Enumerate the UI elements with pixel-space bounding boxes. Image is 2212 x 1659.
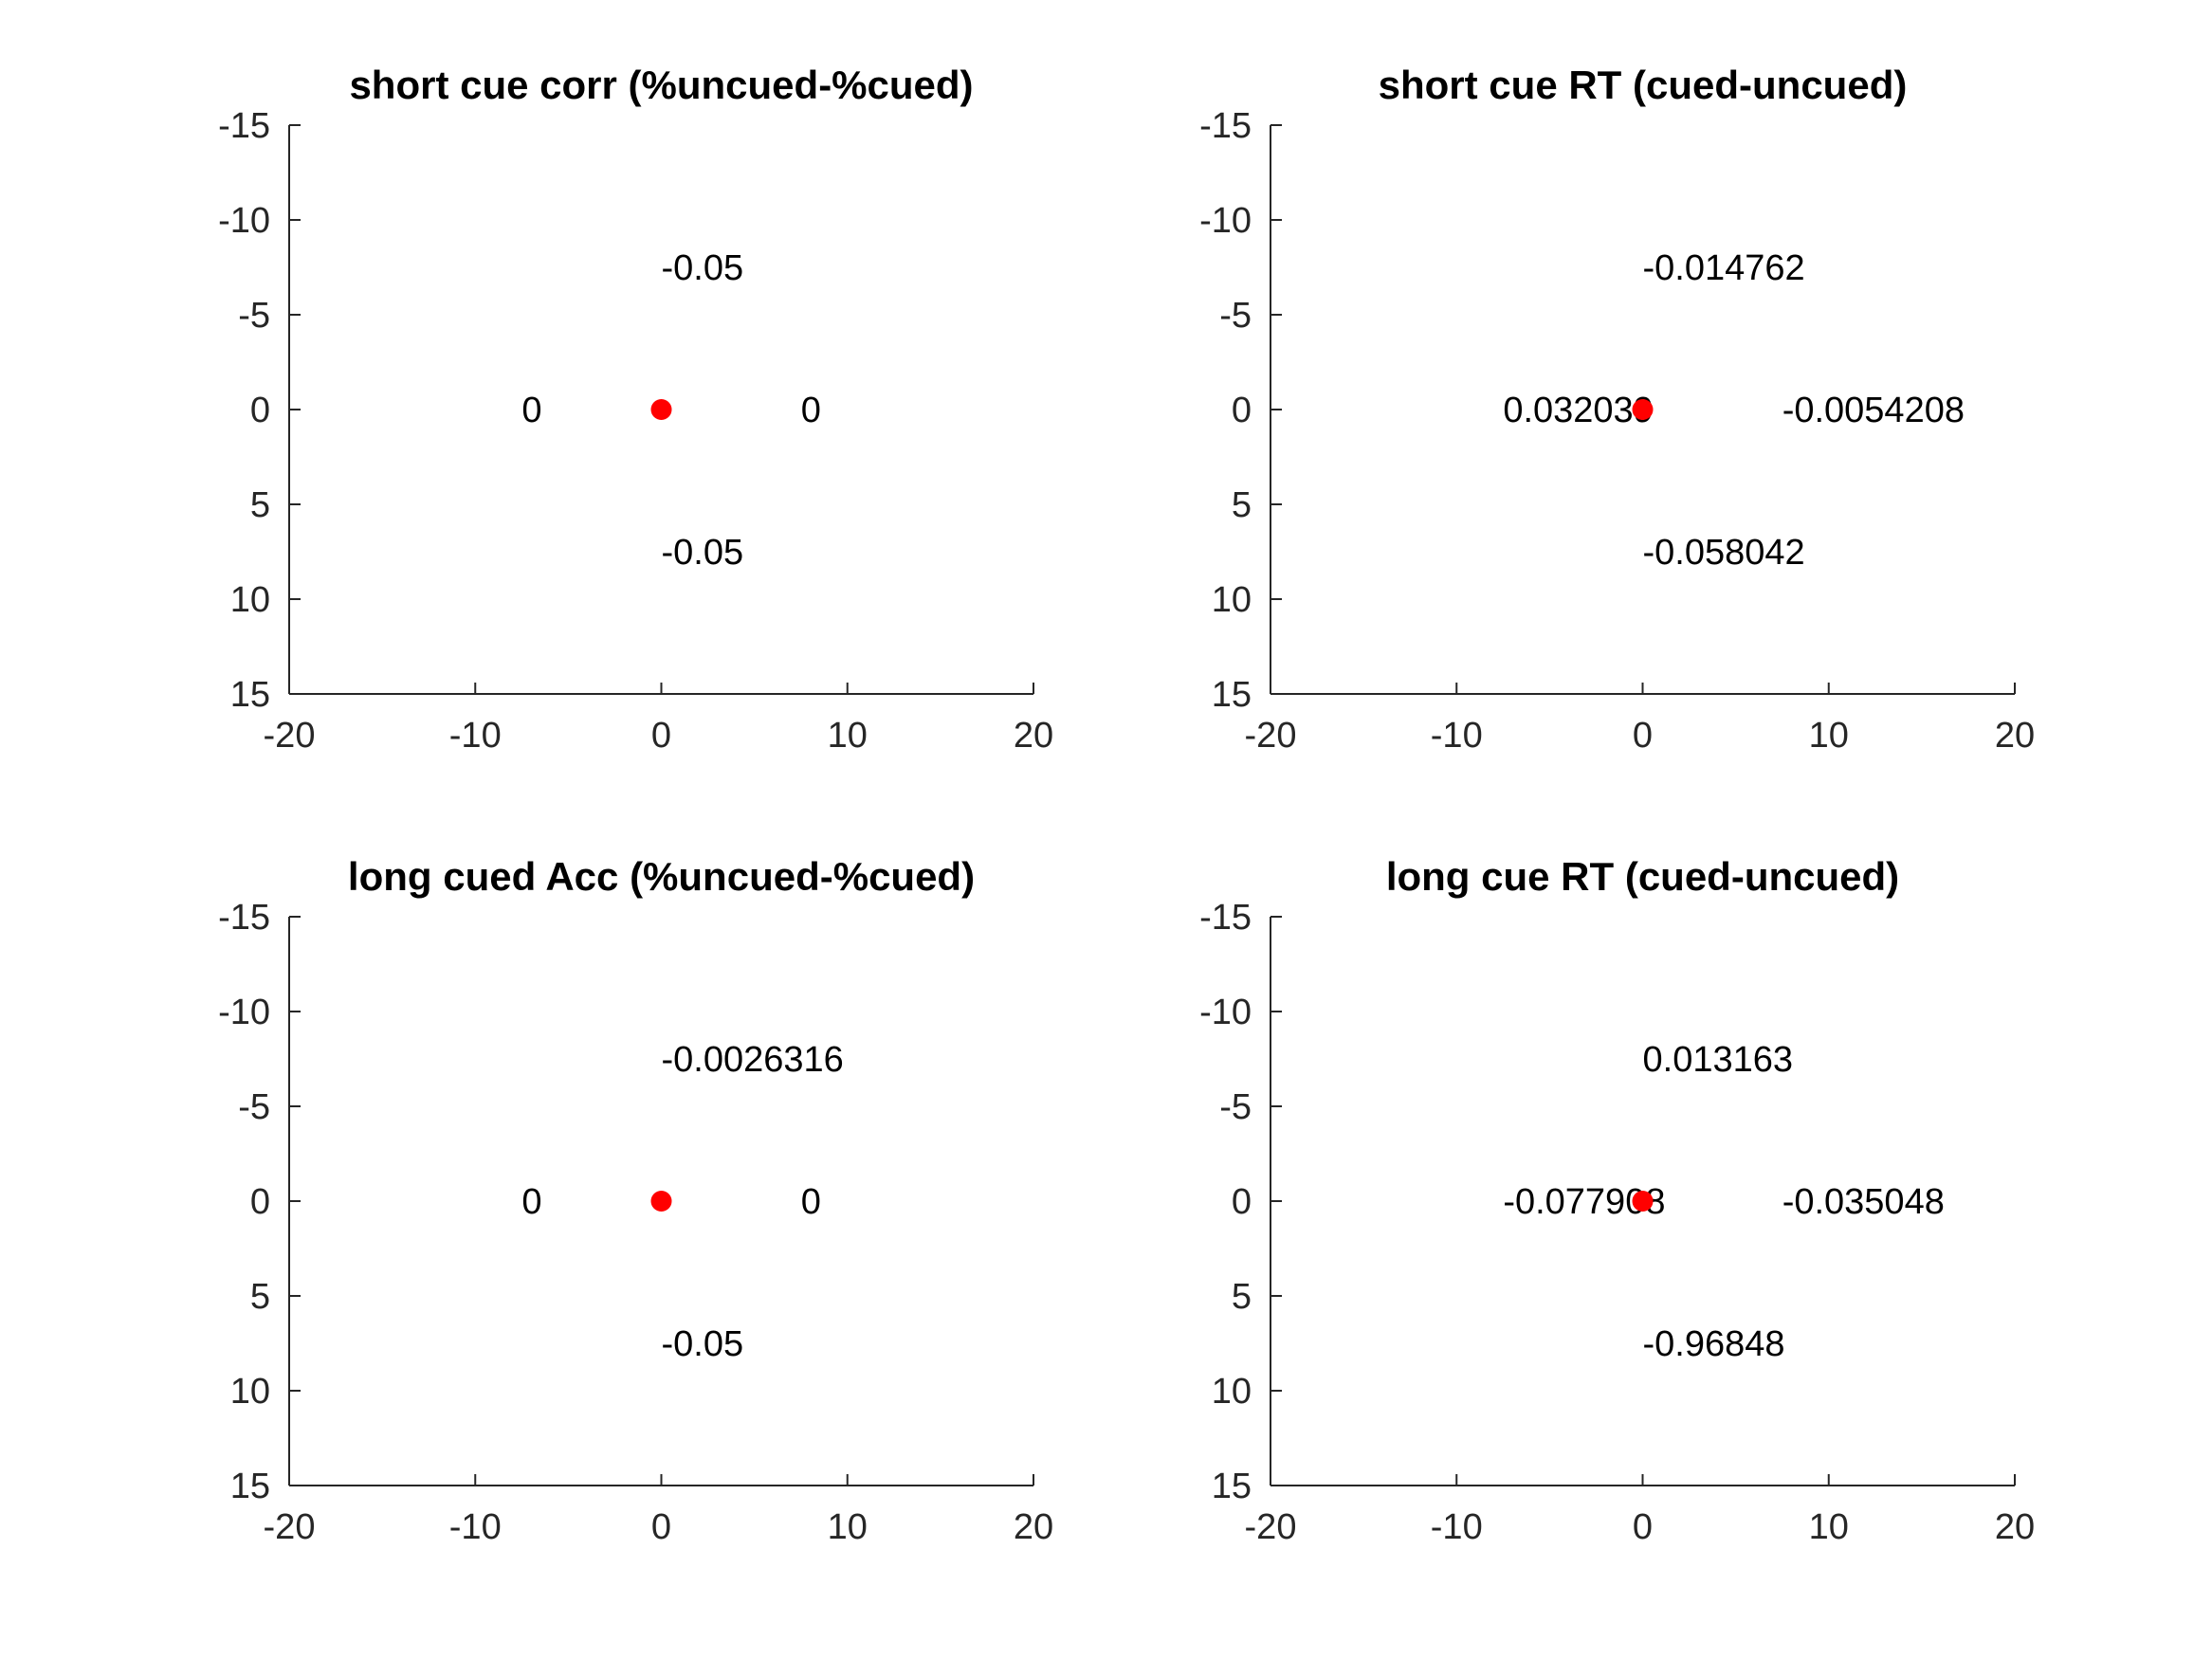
data-label: -0.05 — [662, 1324, 744, 1364]
data-label: -0.0054208 — [1782, 391, 1965, 430]
y-tick-label: 10 — [230, 580, 270, 620]
data-label: -0.05 — [662, 533, 744, 573]
x-tick-label: -20 — [1245, 1507, 1297, 1547]
y-tick-label: 15 — [1212, 675, 1252, 715]
y-tick-label: -10 — [1199, 201, 1252, 241]
data-label: -0.96848 — [1643, 1324, 1785, 1364]
y-tick-label: -5 — [238, 296, 270, 336]
y-tick-label: 0 — [250, 391, 270, 430]
y-tick-label: 5 — [1232, 1277, 1252, 1317]
x-tick-label: -20 — [264, 716, 316, 756]
x-tick-label: 0 — [651, 716, 671, 756]
y-tick-label: -5 — [1219, 296, 1252, 336]
x-tick-label: -20 — [264, 1507, 316, 1547]
data-label: -0.0026316 — [662, 1040, 844, 1080]
data-label: 0 — [801, 391, 821, 430]
y-tick-label: 15 — [1212, 1467, 1252, 1506]
data-label: -0.058042 — [1643, 533, 1805, 573]
data-label: -0.035048 — [1782, 1182, 1945, 1222]
x-tick-label: -10 — [449, 1507, 502, 1547]
data-point — [650, 399, 672, 420]
subplot-2: short cue RT (cued-uncued) -20 -10 0 10 20 -15… — [1199, 63, 2035, 756]
chart-title: short cue RT (cued-uncued) — [1379, 63, 1908, 107]
chart-title: long cue RT (cued-uncued) — [1386, 854, 1899, 899]
x-tick-label: 10 — [1809, 1507, 1849, 1547]
y-tick-label: 5 — [250, 485, 270, 525]
chart-title: short cue corr (%uncued-%cued) — [349, 63, 973, 107]
y-tick-label: 15 — [230, 1467, 270, 1506]
x-tick-label: 20 — [1995, 1507, 2035, 1547]
x-tick-label: 0 — [1633, 716, 1653, 756]
data-point — [1632, 1191, 1654, 1212]
x-tick-label: -10 — [1431, 716, 1483, 756]
y-tick-label: 0 — [250, 1182, 270, 1222]
y-tick-label: 15 — [230, 675, 270, 715]
subplot-4: long cue RT (cued-uncued) -20 -10 0 10 20 -15 -… — [1199, 854, 2035, 1547]
y-tick-label: -5 — [1219, 1087, 1252, 1127]
subplot-1: short cue corr (%uncued-%cued) -20 -10 0 10 2… — [218, 63, 1053, 756]
x-tick-label: 10 — [828, 716, 868, 756]
x-tick-label: 0 — [1633, 1507, 1653, 1547]
data-label: -0.05 — [662, 248, 744, 288]
y-tick-label: 5 — [250, 1277, 270, 1317]
y-tick-label: 0 — [1232, 391, 1252, 430]
y-tick-label: 10 — [230, 1372, 270, 1412]
data-label: 0 — [521, 1182, 541, 1222]
chart-title: long cued Acc (%uncued-%cued) — [348, 854, 975, 899]
x-tick-label: -10 — [1431, 1507, 1483, 1547]
x-tick-label: 20 — [1995, 716, 2035, 756]
y-tick-label: -15 — [218, 106, 270, 146]
x-tick-label: -10 — [449, 716, 502, 756]
data-point — [650, 1191, 672, 1212]
y-tick-label: 5 — [1232, 485, 1252, 525]
y-tick-label: -15 — [1199, 106, 1252, 146]
data-label: 0 — [521, 391, 541, 430]
data-label: -0.014762 — [1643, 248, 1805, 288]
y-tick-label: -15 — [1199, 898, 1252, 938]
y-tick-label: 0 — [1232, 1182, 1252, 1222]
x-tick-label: 0 — [651, 1507, 671, 1547]
x-tick-label: 10 — [1809, 716, 1849, 756]
y-tick-label: -10 — [1199, 993, 1252, 1032]
data-point — [1632, 399, 1654, 420]
x-tick-label: 20 — [1014, 716, 1053, 756]
y-tick-label: -10 — [218, 993, 270, 1032]
x-tick-label: 20 — [1014, 1507, 1053, 1547]
y-tick-label: -10 — [218, 201, 270, 241]
y-tick-label: -5 — [238, 1087, 270, 1127]
y-tick-label: 10 — [1212, 1372, 1252, 1412]
subplot-3: long cued Acc (%uncued-%cued) -20 -10 0 10 20… — [218, 854, 1053, 1547]
data-label: 0.032039 — [1503, 391, 1654, 430]
x-tick-label: -20 — [1245, 716, 1297, 756]
data-label: 0 — [801, 1182, 821, 1222]
x-tick-label: 10 — [828, 1507, 868, 1547]
y-tick-label: 10 — [1212, 580, 1252, 620]
y-tick-label: -15 — [218, 898, 270, 938]
data-label: 0.013163 — [1643, 1040, 1794, 1080]
